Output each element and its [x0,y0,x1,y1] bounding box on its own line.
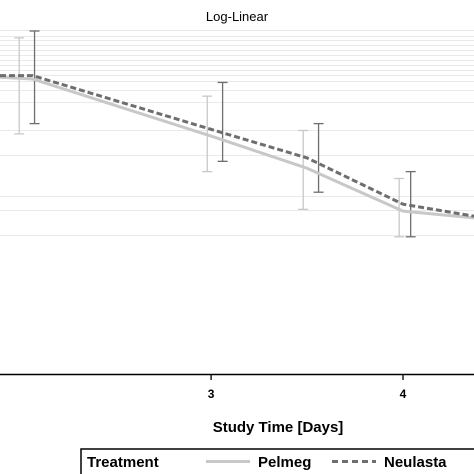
error-bar-neulasta [217,81,228,162]
legend-label-pelmeg: Pelmeg [258,454,311,471]
chart-title: Log-Linear [206,9,269,24]
legend-title: Treatment [87,454,159,471]
series-line-neulasta [0,74,474,218]
series-lines [0,74,474,220]
x-axis-title: Study Time [Days] [213,419,344,436]
x-tick-label: 3 [208,387,215,401]
series-line-pelmeg [0,75,474,220]
x-tick-label: 4 [400,387,407,401]
error-bar-pelmeg [14,37,25,135]
plot-panel [0,31,474,374]
error-bar-pelmeg [394,177,405,238]
error-bar-pelmeg [298,129,309,211]
error-bar-neulasta [313,122,324,193]
legend-box [80,448,474,474]
legend: Treatment Pelmeg Neulasta [80,448,474,474]
error-bar-neulasta [29,30,40,125]
legend-label-neulasta: Neulasta [384,454,447,471]
